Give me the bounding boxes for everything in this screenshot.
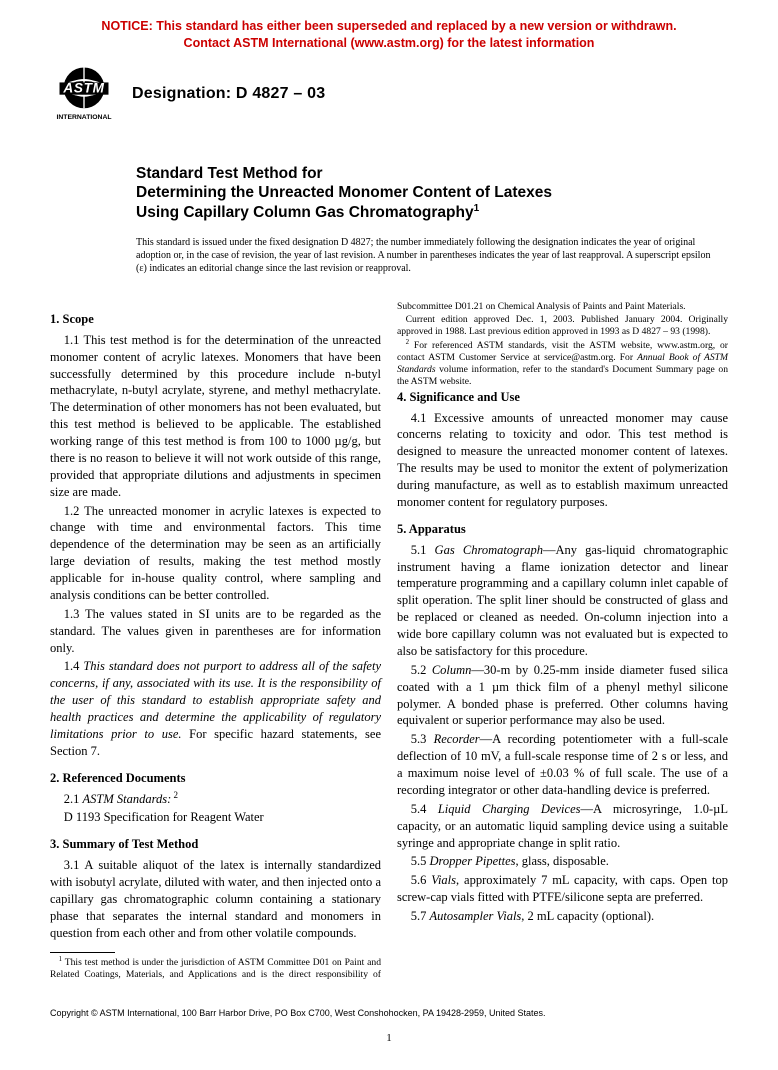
scope-head: 1. Scope: [50, 311, 381, 328]
title-line2: Determining the Unreacted Monomer Conten…: [136, 183, 728, 202]
notice-line1: NOTICE: This standard has either been su…: [50, 18, 728, 35]
s5-5: 5.5 Dropper Pipettes, glass, disposable.: [397, 853, 728, 870]
s2-list: D 1193 Specification for Reagent Water: [50, 809, 381, 826]
s5-6: 5.6 Vials, approximately 7 mL capacity, …: [397, 872, 728, 906]
ref-docs-head: 2. Referenced Documents: [50, 770, 381, 787]
s5-1: 5.1 Gas Chromatograph—Any gas-liquid chr…: [397, 542, 728, 660]
footnote-rule: [50, 952, 115, 953]
footnote-1b: Current edition approved Dec. 1, 2003. P…: [397, 314, 728, 339]
significance-head: 4. Significance and Use: [397, 389, 728, 406]
s5-2: 5.2 Column—30-m by 0.25-mm inside diamet…: [397, 662, 728, 730]
footnote-2: 2 For referenced ASTM standards, visit t…: [397, 340, 728, 389]
designation: Designation: D 4827 – 03: [132, 83, 325, 105]
supersede-notice: NOTICE: This standard has either been su…: [50, 18, 728, 52]
body-columns: 1. Scope 1.1 This test method is for the…: [50, 301, 728, 989]
s5-7: 5.7 Autosampler Vials, 2 mL capacity (op…: [397, 908, 728, 925]
astm-logo: ASTM INTERNATIONAL: [50, 66, 118, 122]
s1-3: 1.3 The values stated in SI units are to…: [50, 606, 381, 657]
s2-1: 2.1 ASTM Standards: 2: [50, 791, 381, 808]
s5-3: 5.3 Recorder—A recording potentiometer w…: [397, 731, 728, 799]
main-title: Standard Test Method for Determining the…: [136, 164, 728, 222]
s1-1: 1.1 This test method is for the determin…: [50, 332, 381, 501]
summary-head: 3. Summary of Test Method: [50, 836, 381, 853]
title-line3: Using Capillary Column Gas Chromatograph…: [136, 203, 728, 222]
astm-logo-svg: ASTM INTERNATIONAL: [50, 66, 118, 122]
s1-4: 1.4 This standard does not purport to ad…: [50, 658, 381, 759]
s3-1: 3.1 A suitable aliquot of the latex is i…: [50, 857, 381, 941]
page-number: 1: [50, 1031, 728, 1046]
svg-text:INTERNATIONAL: INTERNATIONAL: [57, 114, 112, 121]
apparatus-head: 5. Apparatus: [397, 521, 728, 538]
notice-line2: Contact ASTM International (www.astm.org…: [50, 35, 728, 52]
s4-1: 4.1 Excessive amounts of unreacted monom…: [397, 410, 728, 511]
header-row: ASTM INTERNATIONAL Designation: D 4827 –…: [50, 66, 728, 122]
s1-2: 1.2 The unreacted monomer in acrylic lat…: [50, 503, 381, 604]
copyright: Copyright © ASTM International, 100 Barr…: [50, 1007, 728, 1019]
s5-4: 5.4 Liquid Charging Devices—A microsyrin…: [397, 801, 728, 852]
title-line1: Standard Test Method for: [136, 164, 728, 183]
issued-note: This standard is issued under the fixed …: [136, 236, 718, 275]
svg-text:ASTM: ASTM: [62, 80, 104, 95]
